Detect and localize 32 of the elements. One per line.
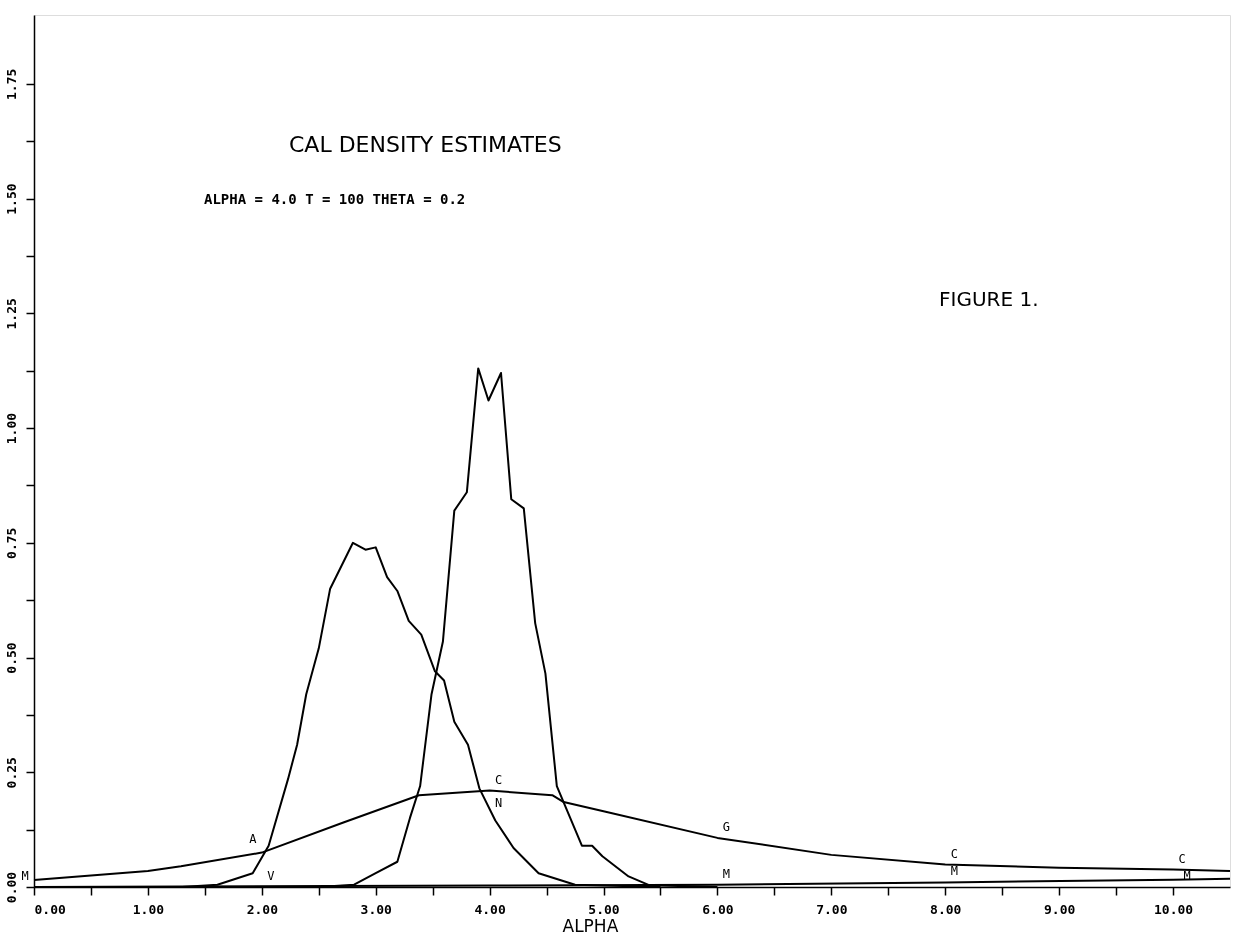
- x-tick-label: 7.00: [816, 901, 848, 917]
- x-tick-label: 10.00: [1153, 901, 1194, 917]
- y-tick-label: 1.50: [3, 183, 19, 215]
- annotation: N: [495, 795, 503, 810]
- annotation: ALPHA = 4.0 T = 100 THETA = 0.2: [204, 191, 466, 207]
- y-tick-label: 0.50: [3, 642, 19, 674]
- x-tick-label: 0.00: [34, 901, 66, 917]
- y-tick-label: 1.00: [3, 412, 19, 445]
- y-tick-label: 1.25: [3, 298, 19, 330]
- x-tick-label: 9.00: [1043, 901, 1076, 917]
- x-tick-label: 3.00: [360, 901, 393, 917]
- annotation: A: [249, 832, 258, 847]
- annotation: G: [722, 819, 731, 834]
- text: CAL DENSITY ESTIMATES: [289, 132, 562, 157]
- annotation: M: [21, 869, 29, 883]
- x-tick-label: 2.00: [246, 901, 279, 917]
- x-tick-label: 6.00: [702, 901, 734, 917]
- y-tick-label: 1.75: [3, 68, 19, 100]
- annotation: V: [267, 869, 275, 883]
- x-tick-label: 4.00: [474, 901, 506, 917]
- annotation: C: [950, 846, 958, 861]
- x-tick-label: 5.00: [588, 901, 620, 917]
- annotation: C: [1178, 851, 1186, 866]
- y-tick-label: 0.25: [3, 757, 19, 789]
- x-tick-label: 8.00: [930, 901, 962, 917]
- x-axis-title: ALPHA: [562, 915, 619, 936]
- annotation: M: [950, 864, 958, 879]
- annotation: FIGURE 1.: [939, 287, 1039, 311]
- annotation: M: [722, 866, 731, 881]
- x-tick-label: 1.00: [132, 901, 165, 917]
- y-tick-label: 0.75: [3, 527, 19, 559]
- annotation: C: [495, 772, 503, 787]
